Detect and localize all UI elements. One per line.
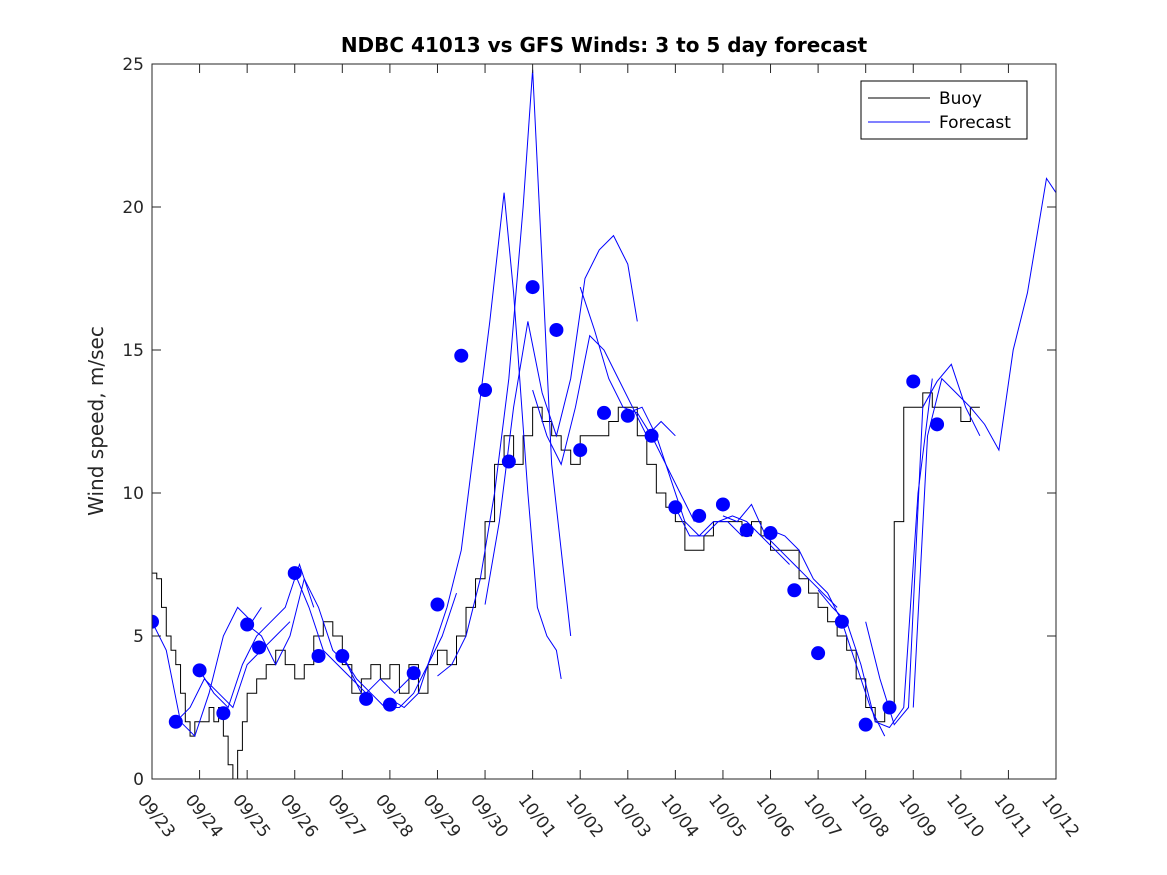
forecast-marker-11 [406, 666, 421, 681]
forecast-marker-18 [573, 443, 588, 458]
x-tick-label-12: 10/05 [704, 791, 750, 842]
forecast-marker-13 [454, 348, 469, 363]
forecast-marker-22 [668, 500, 683, 515]
forecast-marker-7 [311, 649, 326, 664]
forecast-marker-12 [430, 597, 445, 612]
x-tick-label-11: 10/04 [656, 791, 702, 842]
forecast-marker-29 [834, 614, 849, 629]
forecast-marker-27 [787, 583, 802, 598]
forecast-marker-16 [525, 280, 540, 295]
x-tick-label-2: 09/25 [228, 791, 274, 842]
x-tick-label-7: 09/30 [466, 791, 512, 842]
y-axis-label: Wind speed, m/sec [84, 326, 108, 516]
x-tick-label-9: 10/02 [561, 791, 607, 842]
x-tick-label-3: 09/26 [276, 791, 322, 842]
x-tick-label-17: 10/10 [942, 791, 988, 842]
forecast-marker-1 [168, 714, 183, 729]
forecast-run-line-0 [152, 606, 262, 738]
x-tick-label-16: 10/09 [894, 791, 940, 842]
forecast-run-line-13 [722, 503, 838, 608]
x-tick-label-15: 10/08 [847, 791, 893, 842]
forecast-run-line-12 [674, 507, 790, 565]
forecast-marker-32 [906, 374, 921, 389]
forecast-marker-14 [478, 383, 493, 398]
legend-label-forecast: Forecast [939, 113, 1011, 133]
axes: 0 5 10 15 20 25 09/23 09/24 09/25 09/26 09/27 09/28… [122, 55, 1083, 842]
forecast-marker-30 [858, 717, 873, 732]
x-tick-label-10: 10/03 [609, 791, 655, 842]
forecast-marker-19 [597, 405, 611, 420]
y-tick-label-2: 10 [122, 484, 144, 504]
y-tick-label-4: 20 [122, 198, 144, 218]
y-tick-label-1: 5 [133, 627, 144, 647]
forecast-marker-21 [644, 428, 659, 443]
plot-area [152, 69, 1056, 779]
forecast-marker-23 [692, 508, 707, 523]
y-tick-label-5: 25 [122, 55, 144, 75]
legend-label-buoy: Buoy [939, 89, 982, 109]
forecast-marker-9 [359, 691, 374, 706]
forecast-run-line-10 [579, 286, 695, 522]
forecast-run-line-6 [389, 192, 562, 709]
forecast-marker-8 [335, 649, 350, 664]
forecast-marker-3 [216, 706, 231, 721]
forecast-marker-33 [930, 417, 945, 432]
x-tick-label-18: 10/11 [989, 791, 1035, 842]
buoy-series-line [152, 392, 980, 779]
plot-frame [151, 63, 1057, 780]
x-tick-label-14: 10/07 [799, 791, 845, 842]
forecast-marker-26 [763, 526, 778, 541]
x-tick-label-13: 10/06 [752, 791, 798, 842]
forecast-marker-24 [715, 497, 730, 512]
forecast-marker-15 [501, 454, 516, 469]
forecast-run-line-1 [175, 621, 291, 723]
forecast-run-line-8 [484, 234, 638, 605]
y-tick-label-0: 0 [133, 770, 144, 790]
legend-box [860, 80, 1028, 140]
forecast-run-line-4 [294, 572, 410, 694]
forecast-run-line-17 [912, 177, 1056, 708]
x-tick-label-6: 09/29 [419, 791, 465, 842]
x-tick-label-1: 09/24 [181, 791, 227, 842]
forecast-marker-31 [882, 700, 897, 715]
forecast-run-line-15 [817, 378, 933, 729]
forecast-marker-2 [192, 663, 207, 678]
forecast-marker-0 [152, 614, 159, 629]
y-tick-label-3: 15 [122, 341, 144, 361]
chart-title: NDBC 41013 vs GFS Winds: 3 to 5 day fore… [341, 33, 868, 57]
forecast-run-line-11 [627, 406, 743, 537]
forecast-marker-25 [739, 523, 754, 538]
forecast-marker-5 [252, 640, 267, 655]
forecast-run-line-14 [770, 529, 886, 737]
forecast-run-line-5 [341, 592, 457, 708]
forecast-marker-6 [287, 566, 302, 581]
x-tick-label-0: 09/23 [133, 791, 179, 842]
forecast-marker-10 [382, 697, 397, 712]
forecast-run-line-7 [437, 69, 572, 677]
x-tick-label-5: 09/28 [371, 791, 417, 842]
forecast-marker-17 [549, 322, 564, 337]
x-tick-label-8: 10/01 [514, 791, 560, 842]
forecast-run-line-16 [865, 363, 981, 726]
legend: Buoy Forecast [860, 80, 1028, 140]
forecast-marker-4 [240, 617, 255, 632]
forecast-marker-20 [620, 408, 635, 423]
x-tick-label-19: 10/12 [1037, 791, 1083, 842]
x-tick-label-4: 09/27 [323, 791, 369, 842]
forecast-run-line-9 [532, 334, 676, 466]
forecast-marker-28 [811, 646, 826, 661]
